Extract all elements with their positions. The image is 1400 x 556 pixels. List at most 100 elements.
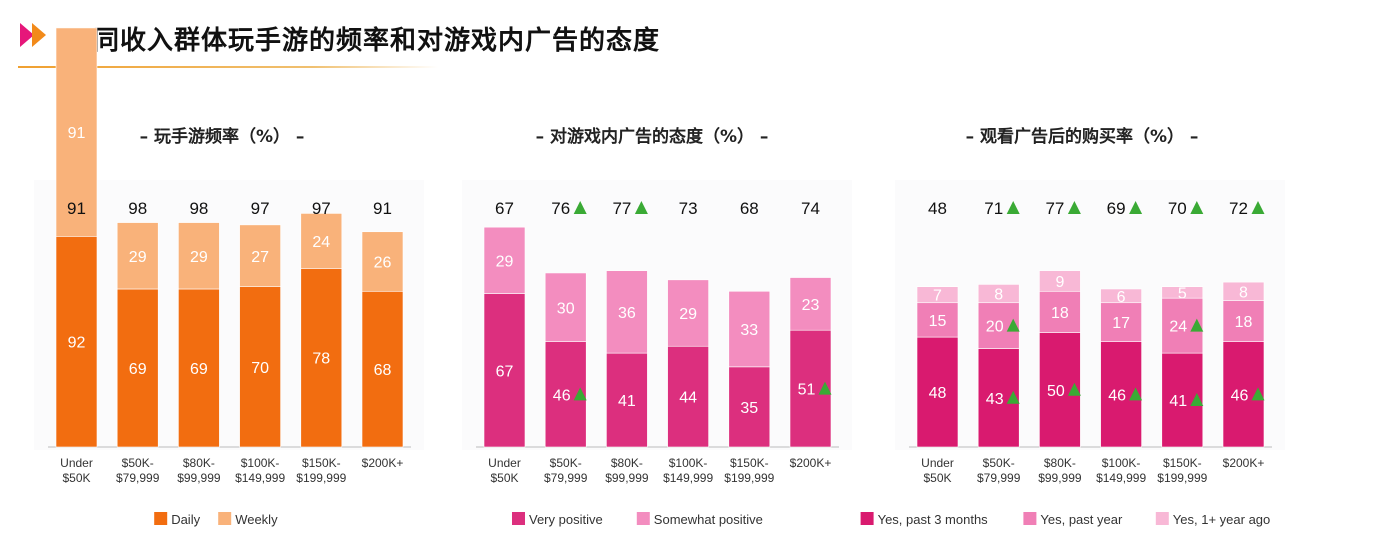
total-label: 76 [551,199,570,218]
bar-segment [789,277,832,331]
legend-swatch [1023,512,1037,525]
total-label: 97 [251,199,270,218]
total-label: 68 [740,199,759,218]
tick-label: Under $50K [488,456,521,485]
data-label: 70 [251,360,269,377]
legend: Very positive Somewhat positive [512,512,763,527]
bar-segment [728,290,771,368]
chart-background [34,180,424,450]
data-label: 30 [557,300,575,317]
data-label: 8 [994,287,1003,304]
legend-swatch [860,512,874,525]
data-label: 18 [1235,314,1253,331]
tick-label: Under $50K [921,456,954,485]
total-label: 74 [801,199,820,218]
legend-label: Somewhat positive [654,512,763,527]
data-label: 24 [1169,319,1187,336]
up-arrow-icon [1190,201,1204,214]
data-label: 68 [374,362,392,379]
tick-label: $50K-$79,999 [544,456,588,485]
data-label: 46 [553,387,571,404]
bar-segment [178,222,220,290]
bar-segment [300,268,343,448]
tick-label: $100K-$149,999 [1096,456,1146,485]
up-arrow-icon [1006,201,1020,214]
tick-label: $150K-$199,999 [1157,456,1207,485]
bar-segment [300,213,343,269]
legend-swatch [1155,512,1169,525]
up-arrow-icon [573,387,587,401]
tick-label: $80K-$99,999 [177,456,221,485]
total-label: 71 [984,199,1003,218]
data-label: 91 [68,125,86,142]
up-arrow-icon [1251,387,1265,401]
bar-segment [116,222,159,290]
bar-segment [361,290,404,448]
tick-label: $200K+ [362,456,404,470]
bar-segment [606,270,648,354]
total-label: 72 [1229,199,1248,218]
legend-swatch [512,512,525,525]
legend-label: Daily [171,512,200,527]
tick-label: $100K-$149,999 [663,456,713,485]
data-label: 23 [802,297,820,314]
legend-label: Weekly [235,512,278,527]
data-label: 9 [1055,274,1064,291]
data-label: 51 [798,382,816,399]
up-arrow-icon [1006,318,1020,332]
data-label: 67 [496,363,514,380]
up-arrow-icon [1190,318,1204,332]
bar-segment [916,302,959,338]
up-arrow-icon [1190,393,1204,407]
up-arrow-icon [1129,387,1143,401]
bar-segment [1100,288,1142,304]
tick-label: $100K-$149,999 [235,456,285,485]
bar-segment [239,224,281,287]
bar-segment [1039,270,1081,292]
data-label: 24 [312,234,330,251]
up-arrow-icon [573,201,587,214]
tick-label: $200K+ [1223,456,1265,470]
bar-segment [483,293,526,448]
chart-title: – 观看广告后的购买率（%） – [966,126,1199,147]
chart-1: – 玩手游频率（%） – 92 91 91 Under $50K 69 29 98 $50K-$7… [34,27,424,527]
data-label: 15 [929,313,947,330]
total-label: 77 [612,199,631,218]
total-label: 97 [312,199,331,218]
data-label: 29 [496,253,514,270]
bar-segment [916,286,959,304]
tick-label: $200K+ [790,456,832,470]
bar-segment [667,345,709,448]
up-arrow-icon [1129,201,1143,214]
total-label: 69 [1107,199,1126,218]
chart-title: – 玩手游频率（%） – [140,126,305,147]
data-label: 43 [986,391,1004,408]
data-label: 20 [986,319,1004,336]
data-label: 41 [1169,393,1187,410]
chart-3: – 观看广告后的购买率（%） – 48 15 7 48 Under $50K 43 20 8 71 $… [860,126,1285,527]
legend-swatch [154,512,168,525]
bar-segment [1222,281,1265,301]
up-arrow-icon [1251,201,1265,214]
bar-segment [544,272,587,342]
data-label: 69 [190,361,208,378]
page-header: 不同收入群体玩手游的频率和对游戏内广告的态度 [0,0,1400,70]
total-label: 98 [189,199,208,218]
chart-title: – 对游戏内广告的态度（%） – [536,126,769,147]
data-label: 7 [933,288,942,305]
bar-segment [239,286,281,448]
bar-segment [667,279,709,347]
bar-segment [55,27,98,237]
total-label: 77 [1045,199,1064,218]
total-label: 48 [928,199,947,218]
data-label: 35 [740,400,758,417]
legend-label: Yes, past 3 months [878,512,989,527]
up-arrow-icon [634,201,648,214]
bar-segment [1222,300,1265,342]
legend-swatch [636,512,650,525]
data-label: 33 [740,322,758,339]
chart-background [462,180,852,450]
chart-background [895,180,1285,450]
data-label: 8 [1239,284,1248,301]
